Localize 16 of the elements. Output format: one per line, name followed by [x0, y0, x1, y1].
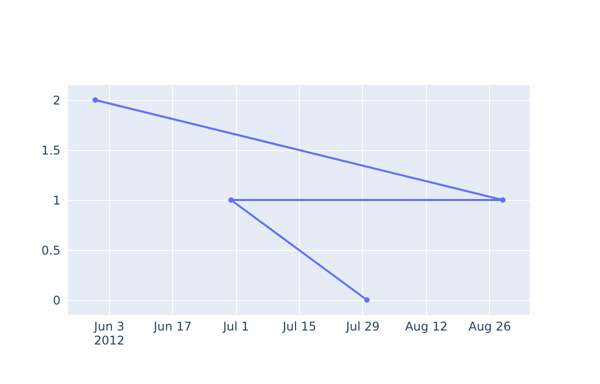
y-tick-label: 0 [52, 294, 60, 308]
y-tick-label: 2 [52, 94, 60, 108]
x-tick-label: Jun 17 [152, 320, 192, 334]
point [228, 197, 234, 203]
point [500, 197, 506, 203]
x-tick-label: Aug 12 [405, 320, 448, 334]
y-tick-label: 0.5 [41, 244, 60, 258]
x-tick-label: Jun 3 2012 [93, 320, 125, 348]
y-tick-label: 1.5 [41, 144, 60, 158]
x-tick-label: Jul 15 [282, 320, 316, 334]
x-tick-label: Aug 26 [468, 320, 511, 334]
x-tick-label: Jul 1 [222, 320, 250, 334]
y-tick-label: 1 [52, 194, 60, 208]
x-tick-label: Jul 29 [345, 320, 380, 334]
point [92, 97, 98, 103]
point [364, 297, 370, 303]
